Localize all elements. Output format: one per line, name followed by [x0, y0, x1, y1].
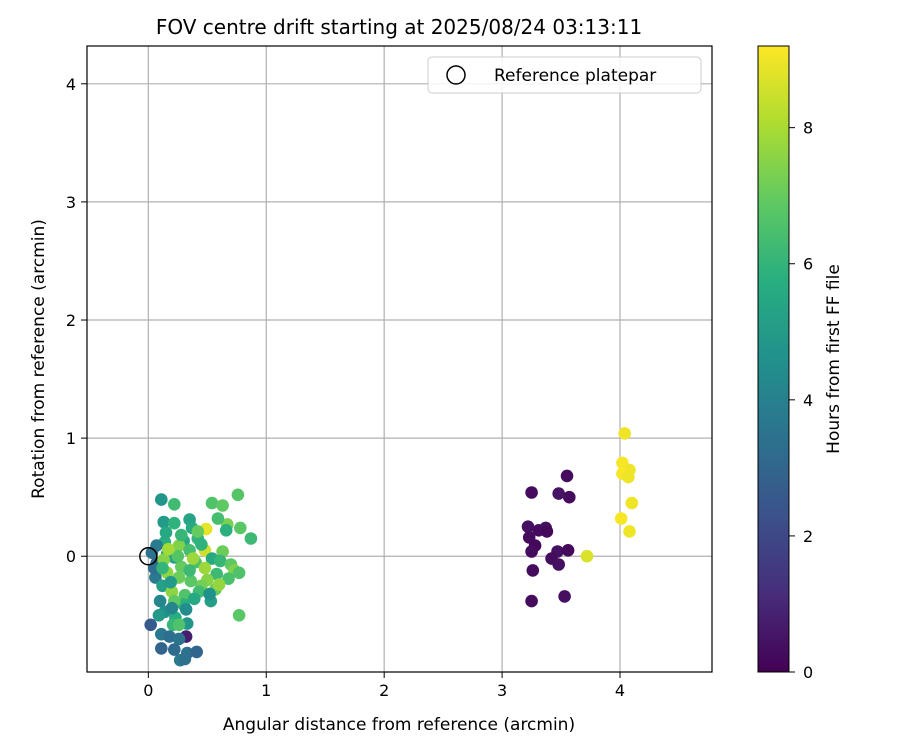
- data-point: [172, 618, 186, 632]
- data-point: [614, 512, 628, 525]
- data-point: [211, 512, 225, 525]
- data-point: [198, 561, 212, 575]
- legend-marker: [446, 65, 466, 85]
- data-point: [232, 609, 246, 622]
- data-point: [153, 594, 167, 608]
- y-tick-label: 2: [66, 311, 76, 330]
- colorbar-tick-label: 0: [803, 663, 813, 682]
- plot-frame: [86, 45, 713, 673]
- data-point: [144, 618, 157, 632]
- data-point: [244, 532, 258, 545]
- data-point: [222, 572, 235, 585]
- data-point: [525, 594, 538, 608]
- data-point: [625, 496, 639, 510]
- data-point: [618, 427, 631, 440]
- x-tick-label: 4: [615, 681, 625, 700]
- y-tick-label: 4: [66, 75, 76, 94]
- data-point: [168, 516, 181, 530]
- data-point: [152, 609, 166, 622]
- data-point: [552, 487, 565, 500]
- colorbar-tick-label: 2: [803, 527, 813, 546]
- data-point: [623, 525, 636, 538]
- data-point: [214, 554, 227, 568]
- data-point: [195, 538, 208, 551]
- data-point: [205, 496, 219, 510]
- data-point: [171, 549, 185, 563]
- x-axis-label: Angular distance from reference (arcmin): [223, 715, 575, 735]
- data-point: [164, 575, 177, 589]
- data-point: [552, 558, 565, 571]
- data-point: [622, 470, 635, 484]
- data-point: [168, 498, 181, 511]
- data-point: [561, 544, 575, 557]
- data-point: [186, 552, 200, 565]
- x-axis-ticks: 0 1 2 3 4: [143, 672, 625, 700]
- data-point: [234, 521, 247, 535]
- legend-box: [427, 56, 702, 94]
- x-tick-label: 1: [261, 681, 271, 700]
- data-point: [179, 603, 193, 616]
- colorbar-tick-label: 6: [803, 255, 813, 274]
- data-point: [216, 545, 229, 558]
- data-point: [525, 545, 538, 558]
- x-tick-label: 2: [379, 681, 389, 700]
- colorbar-label: Hours from first FF file: [824, 264, 844, 454]
- data-point: [191, 525, 205, 538]
- data-point: [159, 526, 173, 539]
- data-point: [219, 524, 233, 537]
- colorbar-tick-label: 4: [803, 391, 813, 410]
- y-axis-ticks: 0 1 2 3 4: [66, 75, 87, 566]
- data-point: [183, 564, 196, 577]
- data-point: [521, 520, 535, 533]
- data-point: [145, 546, 159, 559]
- legend: Reference platepar: [427, 56, 702, 94]
- data-point: [212, 578, 226, 591]
- data-point: [165, 601, 179, 615]
- data-point: [172, 539, 186, 552]
- data-point: [162, 542, 175, 556]
- data-point: [563, 490, 576, 504]
- data-point: [216, 499, 229, 512]
- colorbar-gradient: [757, 45, 790, 673]
- data-point: [525, 486, 538, 499]
- colorbar-ticks: 0 2 4 6 8: [789, 119, 813, 682]
- chart-title: FOV centre drift starting at 2025/08/24 …: [156, 15, 642, 39]
- x-tick-label: 0: [143, 681, 153, 700]
- colorbar-tick-label: 8: [803, 119, 813, 138]
- y-tick-label: 0: [66, 547, 76, 566]
- legend-label: Reference platepar: [494, 66, 656, 86]
- data-point: [580, 549, 594, 563]
- data-point: [526, 564, 540, 577]
- data-point: [157, 515, 170, 529]
- data-point: [155, 642, 168, 655]
- data-point: [231, 488, 245, 502]
- data-point: [540, 525, 554, 538]
- reference-platepar-marker: [139, 546, 158, 566]
- y-tick-label: 3: [66, 193, 76, 212]
- data-point: [210, 567, 223, 581]
- data-point: [184, 574, 198, 588]
- data-point: [149, 571, 162, 584]
- colorbar: 0 2 4 6 8 Hours from first FF file: [757, 45, 844, 682]
- y-tick-label: 1: [66, 429, 76, 448]
- data-point: [168, 643, 181, 656]
- data-points: [144, 427, 639, 667]
- data-point: [190, 645, 203, 659]
- y-axis-label: Rotation from reference (arcmin): [29, 219, 49, 499]
- data-point: [163, 630, 176, 643]
- data-point: [155, 493, 168, 506]
- data-point: [232, 566, 246, 580]
- data-point: [558, 590, 571, 603]
- data-point: [178, 652, 192, 666]
- data-point: [203, 587, 216, 601]
- data-point: [172, 632, 186, 646]
- x-tick-label: 3: [497, 681, 507, 700]
- data-point: [175, 528, 188, 542]
- data-point: [560, 469, 574, 483]
- data-point: [188, 592, 201, 606]
- data-point: [156, 561, 169, 575]
